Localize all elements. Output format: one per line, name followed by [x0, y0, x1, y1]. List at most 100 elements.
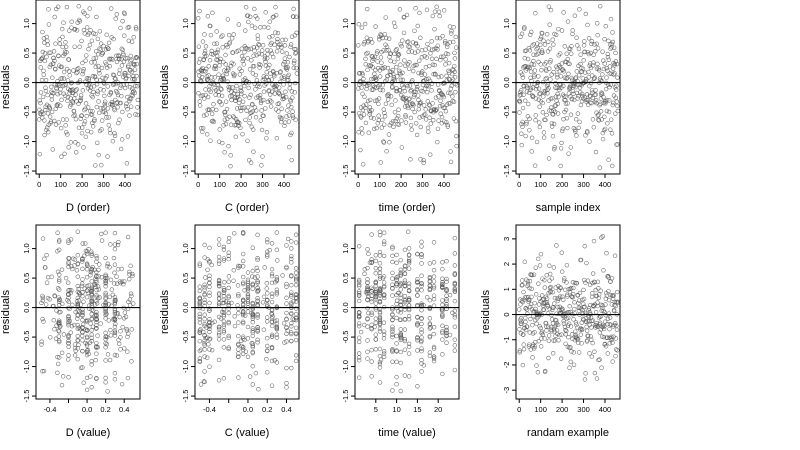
- data-point: [559, 250, 564, 255]
- data-point: [417, 10, 422, 16]
- data-point: [265, 291, 270, 296]
- data-point: [264, 286, 269, 291]
- data-point: [124, 55, 130, 61]
- y-tick-label: 3: [502, 237, 511, 241]
- data-point: [427, 350, 433, 355]
- data-point: [66, 344, 71, 349]
- data-point: [541, 130, 547, 135]
- data-point: [566, 151, 571, 156]
- data-point: [227, 40, 233, 45]
- data-point: [219, 93, 225, 99]
- data-point: [255, 327, 260, 332]
- data-point: [356, 315, 362, 320]
- data-point: [105, 106, 111, 111]
- data-point: [356, 298, 362, 304]
- data-point: [591, 60, 596, 65]
- data-point: [419, 244, 424, 249]
- data-point: [217, 59, 223, 65]
- data-point: [278, 42, 284, 47]
- data-point: [112, 246, 118, 252]
- data-point: [245, 56, 250, 61]
- data-point: [442, 105, 448, 111]
- data-point: [542, 336, 547, 341]
- data-point: [275, 39, 280, 45]
- data-point: [392, 24, 398, 29]
- data-point: [264, 74, 269, 80]
- data-point: [269, 383, 275, 388]
- data-point: [452, 312, 458, 318]
- x-tick-label: 400: [599, 180, 612, 189]
- y-tick-label: -1.0: [341, 135, 350, 148]
- data-point: [381, 139, 386, 144]
- data-point: [223, 121, 229, 127]
- data-point: [66, 69, 72, 74]
- data-point: [378, 160, 383, 165]
- data-point: [609, 276, 615, 281]
- data-point: [440, 371, 445, 377]
- data-point: [394, 275, 399, 280]
- data-point: [245, 13, 251, 18]
- data-point: [603, 23, 609, 29]
- data-point: [87, 306, 92, 312]
- data-point: [373, 279, 378, 285]
- data-point: [291, 6, 296, 12]
- data-point: [390, 259, 395, 265]
- data-point: [524, 324, 530, 329]
- data-point: [446, 90, 451, 96]
- data-point: [118, 25, 123, 31]
- data-point: [394, 116, 400, 121]
- data-point: [284, 381, 289, 386]
- data-point: [257, 95, 263, 101]
- data-point: [112, 333, 118, 338]
- data-point: [538, 344, 544, 349]
- data-point: [578, 326, 583, 331]
- data-point: [207, 58, 213, 63]
- data-point: [197, 314, 203, 319]
- data-point: [134, 55, 139, 60]
- data-point: [112, 377, 118, 382]
- data-point: [527, 297, 532, 303]
- data-point: [534, 321, 539, 326]
- data-point: [433, 72, 438, 77]
- data-point: [518, 302, 523, 307]
- data-point: [609, 131, 615, 136]
- data-point: [431, 284, 437, 289]
- data-point: [225, 17, 231, 22]
- y-tick-label: -1.5: [181, 165, 190, 178]
- data-point: [564, 280, 569, 285]
- data-point: [108, 91, 114, 96]
- y-tick-label: -1.5: [22, 390, 31, 403]
- data-point: [241, 62, 246, 67]
- data-point: [263, 10, 268, 15]
- data-point: [536, 74, 541, 79]
- data-point: [381, 285, 387, 290]
- data-point: [369, 296, 374, 302]
- data-point: [250, 304, 255, 309]
- data-point: [255, 268, 260, 274]
- data-point: [384, 149, 389, 154]
- data-point: [374, 51, 380, 56]
- data-point: [547, 46, 553, 51]
- data-point: [374, 125, 379, 131]
- data-point: [411, 94, 417, 100]
- data-point: [114, 274, 119, 279]
- data-point: [589, 39, 595, 44]
- data-point: [103, 358, 108, 363]
- data-point: [231, 61, 236, 67]
- data-point: [429, 88, 434, 93]
- data-point: [415, 335, 420, 340]
- data-point: [235, 283, 241, 288]
- data-point: [369, 374, 374, 379]
- data-point: [255, 296, 260, 301]
- data-point: [402, 278, 408, 283]
- data-point: [376, 117, 382, 123]
- data-point: [228, 164, 233, 169]
- data-point: [595, 46, 601, 51]
- data-point: [527, 127, 532, 133]
- data-point: [289, 256, 294, 262]
- data-point: [125, 234, 131, 240]
- data-point: [98, 47, 103, 52]
- data-point: [96, 63, 101, 69]
- data-point: [254, 265, 259, 271]
- data-point: [390, 317, 395, 323]
